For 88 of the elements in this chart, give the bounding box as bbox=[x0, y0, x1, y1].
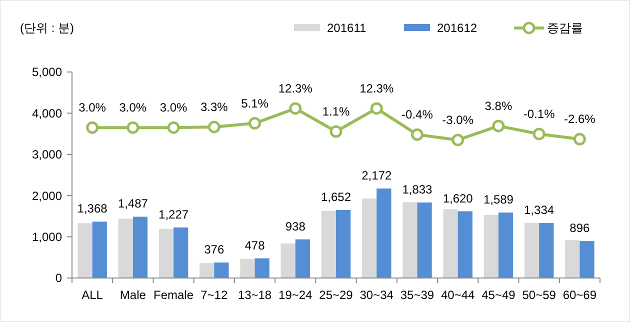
point bbox=[452, 134, 464, 146]
point bbox=[573, 132, 586, 146]
x-tick-label: 19~24 bbox=[278, 288, 313, 302]
x-tick-label: 7~12 bbox=[200, 288, 228, 302]
bar bbox=[498, 212, 514, 278]
data-label: 1,589 bbox=[483, 192, 514, 207]
y-tick-label: 0 bbox=[55, 271, 62, 286]
data-label: 3.0% bbox=[78, 100, 106, 115]
data-label: 2,172 bbox=[362, 168, 392, 183]
bar bbox=[580, 241, 594, 278]
point bbox=[532, 128, 546, 140]
bar bbox=[458, 211, 472, 278]
bar bbox=[336, 210, 351, 278]
bar bbox=[402, 202, 418, 278]
data-label: 1.1% bbox=[322, 104, 350, 119]
data-label: -2.6% bbox=[564, 112, 596, 126]
legend-label: 201612 bbox=[437, 21, 478, 36]
bar bbox=[132, 216, 148, 278]
data-label: 896 bbox=[570, 221, 590, 236]
data-label: 376 bbox=[204, 242, 224, 257]
x-tick-label: 45~49 bbox=[482, 288, 516, 302]
bar bbox=[565, 240, 580, 278]
point bbox=[492, 120, 505, 132]
x-tick-label: 60~69 bbox=[562, 288, 597, 302]
data-label: 1,833 bbox=[402, 182, 433, 196]
data-label: 1,620 bbox=[442, 191, 474, 206]
data-label: 1,652 bbox=[320, 190, 352, 204]
data-label: 1,487 bbox=[118, 196, 148, 211]
bar bbox=[321, 210, 336, 278]
x-tick-label: 30~34 bbox=[360, 288, 394, 302]
bar bbox=[254, 258, 270, 278]
x-tick-label: ALL bbox=[82, 288, 104, 302]
x-tick-label: 13~18 bbox=[238, 288, 272, 302]
legend-label: 201611 bbox=[327, 21, 366, 36]
x-tick-label: 50~59 bbox=[522, 288, 556, 302]
bar bbox=[78, 223, 92, 278]
bar bbox=[92, 222, 107, 278]
data-label: -0.4% bbox=[402, 108, 434, 122]
data-label: 3.0% bbox=[160, 100, 188, 115]
point bbox=[370, 102, 383, 115]
bar bbox=[443, 209, 458, 278]
bar bbox=[118, 218, 133, 278]
data-label: 12.3% bbox=[360, 81, 394, 96]
point bbox=[208, 120, 220, 134]
x-tick-label: Male bbox=[120, 288, 146, 302]
bar bbox=[158, 228, 174, 278]
x-tick-label: 35~39 bbox=[400, 288, 434, 302]
point bbox=[167, 121, 180, 134]
y-tick-label: 2,000 bbox=[32, 188, 62, 203]
bar bbox=[280, 243, 296, 278]
data-label: 12.3% bbox=[278, 81, 313, 96]
data-label: 3.3% bbox=[200, 100, 228, 114]
point bbox=[86, 121, 99, 134]
legend-label: 증감률 bbox=[547, 21, 583, 36]
data-label: 478 bbox=[244, 238, 266, 252]
y-axis-title: (단위 : 분) bbox=[20, 21, 74, 35]
data-label: 1,334 bbox=[524, 203, 554, 218]
y-tick-label: 5,000 bbox=[32, 65, 62, 80]
data-label: 3.0% bbox=[119, 100, 147, 115]
point bbox=[248, 117, 262, 130]
bar bbox=[524, 222, 540, 278]
data-label: 3.8% bbox=[484, 98, 512, 113]
data-label: 1,227 bbox=[158, 207, 189, 222]
data-label: 938 bbox=[285, 219, 306, 234]
data-label: -3.0% bbox=[442, 112, 474, 127]
y-tick-label: 4,000 bbox=[32, 106, 62, 120]
bar bbox=[240, 259, 255, 278]
point bbox=[410, 128, 424, 141]
point bbox=[330, 125, 342, 138]
data-label: 5.1% bbox=[241, 96, 269, 110]
bar bbox=[484, 214, 498, 278]
bar bbox=[174, 227, 188, 278]
bar bbox=[417, 202, 432, 278]
point bbox=[126, 121, 140, 134]
bar bbox=[362, 198, 377, 278]
x-tick-label: Female bbox=[154, 288, 194, 302]
bar bbox=[295, 239, 310, 278]
y-tick-label: 1,000 bbox=[32, 230, 62, 244]
data-label: 1,368 bbox=[77, 202, 108, 216]
y-tick-label: 3,000 bbox=[32, 148, 62, 162]
bar bbox=[376, 188, 392, 278]
point bbox=[289, 102, 302, 115]
data-label: -0.1% bbox=[523, 107, 556, 122]
bar bbox=[539, 223, 554, 278]
x-tick-label: 25~29 bbox=[319, 288, 354, 302]
x-tick-label: 40~44 bbox=[440, 288, 476, 302]
bar bbox=[214, 262, 229, 278]
bar bbox=[200, 263, 214, 278]
